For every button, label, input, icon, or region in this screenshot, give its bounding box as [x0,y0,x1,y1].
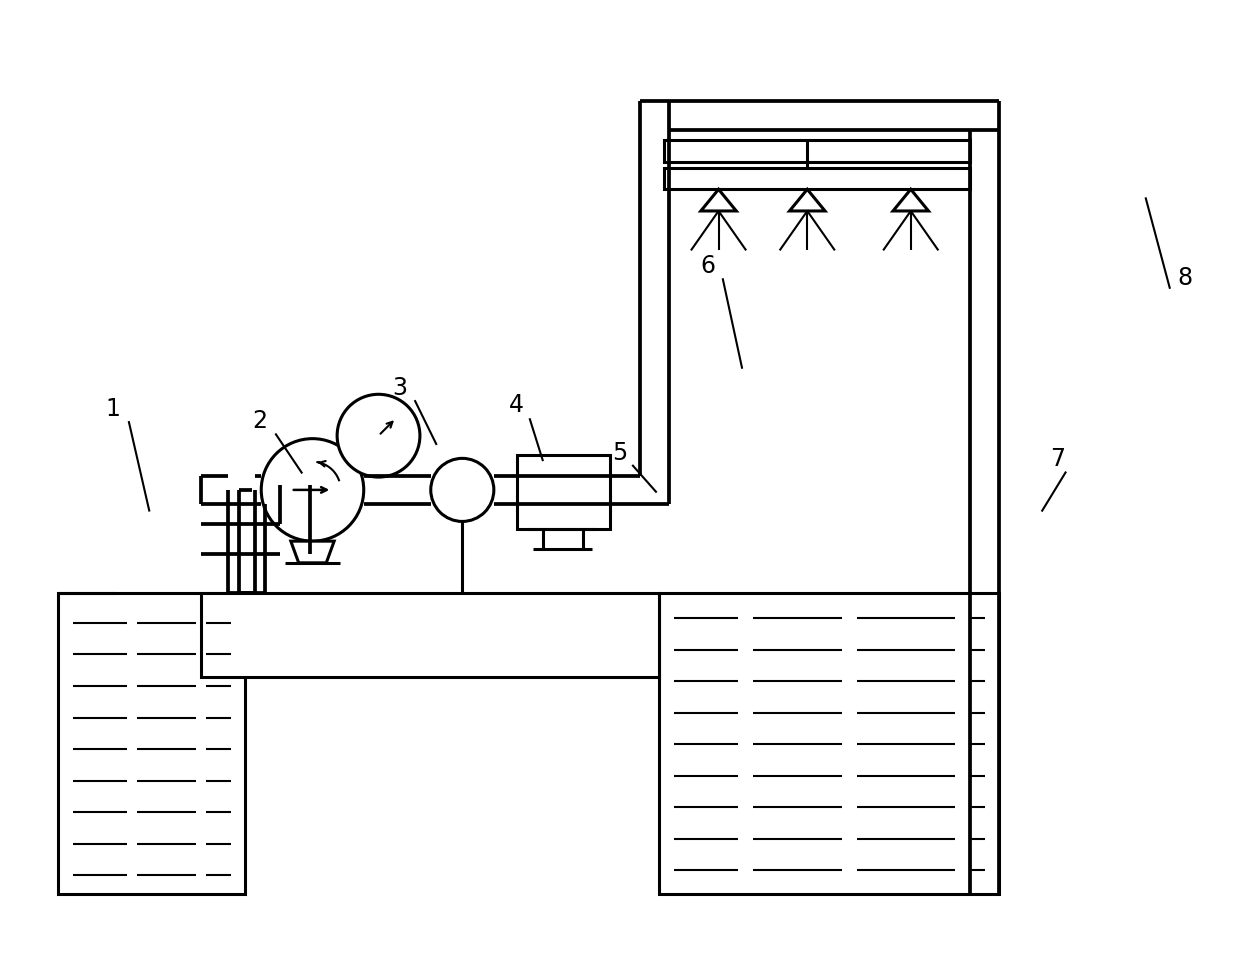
Bar [660,593,999,894]
Polygon shape [893,189,929,211]
Text: 3: 3 [393,376,408,400]
Text: 6: 6 [701,254,715,278]
Bar [665,167,970,189]
Bar [201,593,660,677]
Text: 2: 2 [252,410,267,433]
Polygon shape [790,189,825,211]
Bar [517,455,610,529]
Polygon shape [291,541,334,563]
Circle shape [430,458,494,522]
Bar [58,593,246,894]
Circle shape [337,394,420,477]
Polygon shape [701,189,737,211]
Circle shape [262,439,363,541]
Text: 1: 1 [105,397,120,421]
Text: 7: 7 [1050,447,1065,471]
Text: 8: 8 [1177,267,1192,291]
Text: 4: 4 [508,393,523,417]
Text: 5: 5 [613,440,627,465]
Bar [665,140,970,161]
